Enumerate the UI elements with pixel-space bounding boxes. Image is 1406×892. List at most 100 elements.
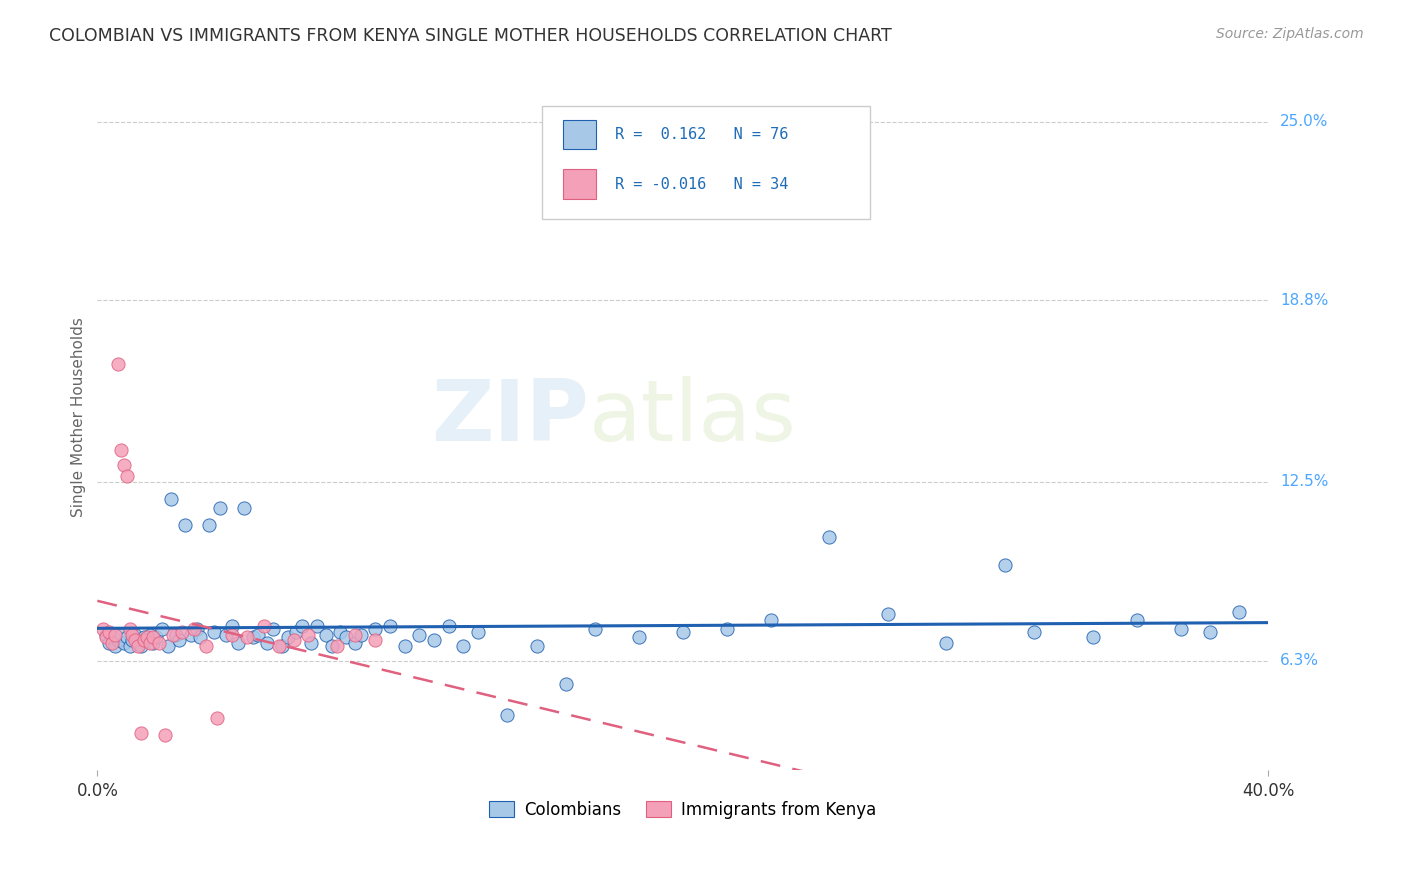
Point — [285, 624, 308, 639]
Point — [107, 357, 129, 371]
Point — [107, 633, 129, 648]
Point — [215, 627, 238, 641]
Point — [1170, 622, 1192, 636]
Point — [197, 518, 219, 533]
Point — [1081, 631, 1104, 645]
Point — [716, 622, 738, 636]
Text: 12.5%: 12.5% — [1281, 475, 1329, 490]
Point — [297, 627, 319, 641]
Point — [174, 518, 197, 533]
Point — [153, 728, 176, 742]
Point — [437, 619, 460, 633]
Point — [101, 636, 124, 650]
Legend: Colombians, Immigrants from Kenya: Colombians, Immigrants from Kenya — [482, 794, 883, 825]
Point — [139, 636, 162, 650]
Point — [364, 622, 387, 636]
Point — [142, 631, 165, 645]
Point — [94, 627, 117, 641]
Point — [364, 633, 387, 648]
Point — [242, 631, 264, 645]
Point — [204, 624, 226, 639]
Point — [124, 633, 146, 648]
Point — [98, 624, 121, 639]
Point — [350, 627, 373, 641]
Point — [101, 631, 124, 645]
Point — [110, 443, 132, 458]
Point — [247, 627, 270, 641]
Point — [467, 624, 489, 639]
Point — [453, 639, 475, 653]
Point — [186, 622, 208, 636]
Point — [115, 469, 138, 483]
Point — [394, 639, 416, 653]
Point — [139, 627, 162, 641]
Point — [672, 624, 695, 639]
Point — [221, 619, 243, 633]
Point — [127, 639, 149, 653]
Point — [207, 711, 229, 725]
Point — [759, 613, 782, 627]
Point — [329, 624, 352, 639]
Point — [554, 676, 576, 690]
Point — [291, 619, 314, 633]
Point — [935, 636, 957, 650]
Point — [226, 636, 249, 650]
Point — [256, 636, 278, 650]
Y-axis label: Single Mother Households: Single Mother Households — [72, 317, 86, 517]
Text: Source: ZipAtlas.com: Source: ZipAtlas.com — [1216, 27, 1364, 41]
Point — [335, 631, 357, 645]
Point — [253, 619, 276, 633]
Point — [127, 636, 149, 650]
Point — [172, 624, 194, 639]
Point — [267, 639, 290, 653]
Point — [277, 631, 299, 645]
Point — [121, 627, 143, 641]
Point — [136, 631, 159, 645]
Point — [496, 708, 519, 723]
Point — [283, 633, 305, 648]
Point — [115, 631, 138, 645]
FancyBboxPatch shape — [564, 169, 596, 199]
Point — [1024, 624, 1046, 639]
Point — [1199, 624, 1222, 639]
Point — [150, 622, 173, 636]
Text: R = -0.016   N = 34: R = -0.016 N = 34 — [614, 177, 789, 192]
FancyBboxPatch shape — [564, 120, 596, 149]
Point — [583, 622, 606, 636]
Point — [159, 492, 181, 507]
Point — [129, 725, 152, 739]
Text: 25.0%: 25.0% — [1281, 114, 1329, 129]
Point — [262, 622, 284, 636]
Point — [142, 636, 165, 650]
FancyBboxPatch shape — [543, 106, 870, 219]
Point — [876, 607, 898, 622]
Point — [118, 639, 141, 653]
Point — [91, 622, 114, 636]
Point — [180, 627, 202, 641]
Point — [156, 639, 179, 653]
Point — [994, 558, 1017, 573]
Point — [112, 636, 135, 650]
Point — [315, 627, 337, 641]
Point — [162, 627, 184, 641]
Text: 6.3%: 6.3% — [1281, 653, 1319, 668]
Point — [118, 622, 141, 636]
Text: ZIP: ZIP — [432, 376, 589, 458]
Point — [232, 500, 254, 515]
Point — [378, 619, 401, 633]
Point — [423, 633, 446, 648]
Point — [221, 627, 243, 641]
Text: atlas: atlas — [589, 376, 797, 458]
Point — [134, 633, 156, 648]
Point — [321, 639, 343, 653]
Text: 18.8%: 18.8% — [1281, 293, 1329, 308]
Point — [129, 639, 152, 653]
Point — [209, 500, 232, 515]
Point — [299, 636, 322, 650]
Point — [110, 627, 132, 641]
Point — [305, 619, 328, 633]
Point — [124, 627, 146, 641]
Point — [235, 631, 257, 645]
Text: R =  0.162   N = 76: R = 0.162 N = 76 — [614, 127, 789, 142]
Point — [183, 622, 205, 636]
